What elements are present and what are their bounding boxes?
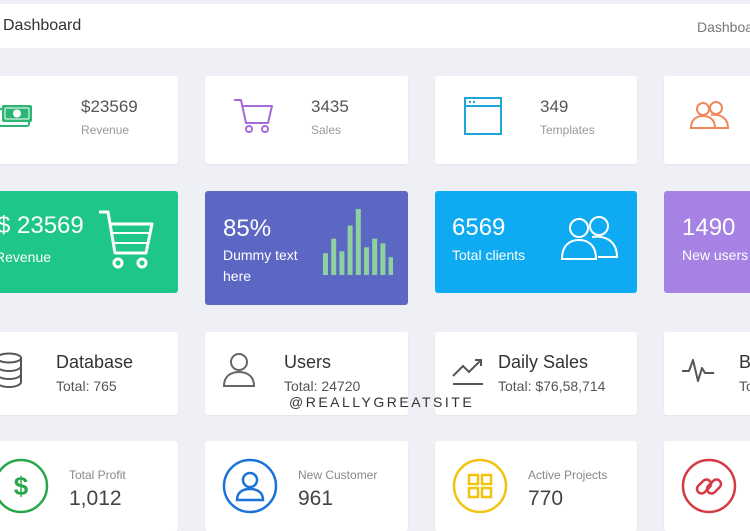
bottom-card-profit[interactable]: $ Total Profit 1,012 [0, 441, 178, 531]
mini-bar [331, 238, 337, 275]
trend-up-icon [452, 359, 483, 385]
mini-bar [347, 225, 353, 275]
dummy-label: Dummy text here [223, 247, 298, 284]
customer-label: New Customer [298, 468, 378, 482]
summary-card-daily-sales[interactable]: Daily Sales Total: $76,58,714 [435, 332, 637, 415]
daily-sales-name: Daily Sales [498, 352, 589, 372]
mini-bar [355, 209, 361, 275]
svg-text:$: $ [14, 471, 29, 501]
user-circle-icon [222, 458, 278, 514]
customer-value: 961 [298, 487, 334, 510]
mini-bar [380, 243, 386, 275]
summary-card-users[interactable]: Users Total: 24720 [205, 332, 408, 415]
clients-value: 6569 [452, 214, 506, 241]
breadcrumb[interactable]: Dashboard [697, 19, 750, 35]
colored-card-new-users[interactable]: 1490 New users [664, 191, 750, 293]
page-title: Dashboard [3, 17, 82, 34]
cart-icon [99, 210, 154, 269]
mini-bar [339, 251, 345, 275]
partial-total: To [739, 378, 750, 394]
users-name: Users [284, 352, 332, 372]
new-users-value: 1490 [682, 214, 736, 241]
watermark: @REALLYGREATSITE [289, 394, 475, 410]
database-total: Total: 765 [56, 378, 117, 394]
link-circle-icon [681, 458, 737, 514]
browser-window-icon [464, 97, 502, 135]
templates-label: Templates [540, 123, 595, 137]
mini-bar [388, 257, 393, 275]
user-icon [222, 353, 256, 387]
stat-card-templates[interactable]: 349 Templates [435, 76, 637, 164]
revenue-value: $23569 [81, 97, 138, 116]
bar-chart-icon [323, 209, 393, 275]
database-icon [0, 352, 22, 388]
mini-bar [364, 247, 369, 275]
database-name: Database [56, 352, 134, 372]
colored-card-clients[interactable]: 6569 Total clients [435, 191, 637, 293]
sales-label: Sales [311, 123, 342, 137]
money-icon [0, 105, 32, 127]
dummy-value: 85% [223, 215, 272, 242]
profit-label: Total Profit [69, 468, 126, 482]
revenue-big-label: Revenue [0, 249, 52, 265]
mini-bar [372, 238, 378, 275]
revenue-label: Revenue [81, 123, 130, 137]
projects-label: Active Projects [528, 468, 608, 482]
cart-icon [234, 99, 273, 133]
stat-card-sales[interactable]: 3435 Sales [205, 76, 408, 164]
pulse-icon [682, 359, 714, 382]
users-total: Total: 24720 [284, 378, 361, 394]
summary-card-database[interactable]: Database Total: 765 [0, 332, 178, 415]
partial-name: B [739, 352, 750, 372]
clients-label: Total clients [452, 247, 526, 263]
stat-card-revenue[interactable]: $23569 Revenue [0, 76, 178, 164]
bottom-card-projects[interactable]: Active Projects 770 [435, 441, 637, 531]
profit-value: 1,012 [69, 487, 122, 510]
new-users-label: New users [682, 247, 749, 263]
projects-value: 770 [528, 487, 564, 510]
daily-sales-total: Total: $76,58,714 [498, 378, 606, 394]
colored-card-dummy[interactable]: 85% Dummy text here [205, 191, 408, 305]
mini-bar [323, 253, 328, 275]
bottom-card-customer[interactable]: New Customer 961 [205, 441, 408, 531]
bottom-card-partial[interactable] [664, 441, 750, 531]
sales-value: 3435 [311, 97, 349, 116]
page-header: Dashboard Dashboard [0, 4, 750, 48]
revenue-big-value: $ 23569 [0, 212, 84, 239]
stat-card-users[interactable] [664, 76, 750, 164]
summary-card-partial[interactable]: B To [664, 332, 750, 415]
users-icon [689, 101, 730, 129]
dollar-circle-icon: $ [0, 458, 49, 514]
users-icon [560, 216, 619, 260]
grid-circle-icon [452, 458, 508, 514]
templates-value: 349 [540, 97, 569, 116]
colored-card-revenue[interactable]: $ 23569 Revenue [0, 191, 178, 293]
